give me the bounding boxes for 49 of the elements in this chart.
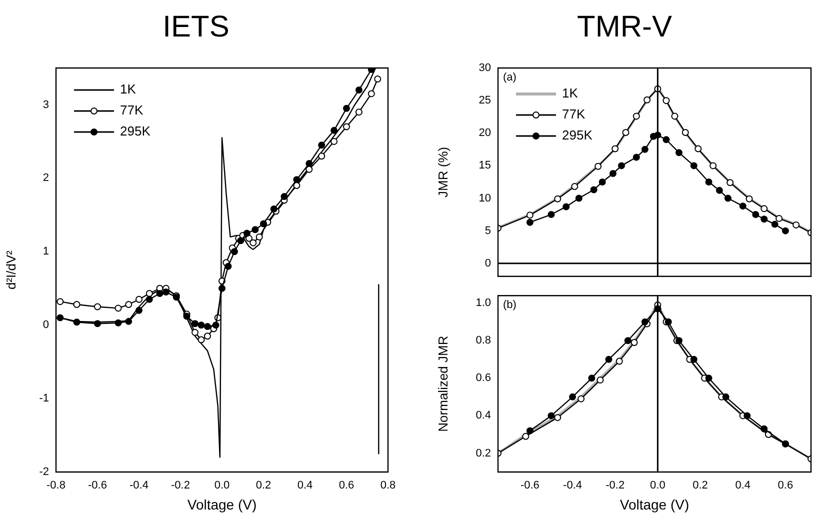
y-tick-label: 0 (484, 257, 491, 270)
x-tick-label: 0.8 (380, 480, 396, 492)
x-tick-label: 0.4 (297, 480, 313, 492)
y-tick-label: 20 (478, 127, 491, 140)
x-tick-label: 0.0 (650, 480, 666, 492)
legend-label: 77K (120, 102, 144, 118)
legend-label: 77K (562, 106, 586, 122)
x-tick-label: 0.0 (214, 480, 230, 492)
y-tick-label: 5 (484, 224, 491, 237)
x-tick-label: 0.6 (778, 480, 794, 492)
chart-title: TMR-V (577, 10, 672, 44)
y-tick-label: 0.6 (476, 372, 491, 384)
x-tick-label: -0.2 (606, 480, 625, 492)
y-tick-label: 0 (42, 319, 49, 332)
x-tick-label: 0.2 (692, 480, 708, 492)
y-tick-label: 10 (478, 192, 491, 204)
x-tick-label: 0.4 (735, 480, 751, 492)
x-axis-title: Voltage (V) (620, 496, 690, 512)
y-tick-label: 2 (42, 172, 49, 184)
y-tick-label: 15 (478, 160, 491, 172)
y-tick-label: -2 (39, 466, 49, 478)
x-tick-label: -0.6 (520, 480, 540, 492)
y-tick-label: 1.0 (476, 297, 491, 310)
y-tick-label: 1 (42, 246, 49, 258)
x-axis-title: Voltage (V) (187, 496, 257, 512)
y-tick-label: 0.4 (476, 410, 491, 422)
x-tick-label: -0.4 (563, 480, 582, 492)
y-tick-label: 0.8 (476, 334, 491, 347)
y-tick-label: 30 (478, 62, 491, 74)
annotation: (b) (503, 299, 516, 312)
y-tick-label: 3 (42, 98, 49, 111)
x-tick-label: -0.6 (88, 480, 107, 492)
x-tick-label: 0.2 (256, 480, 272, 492)
y-axis-title: Normalized JMR (435, 336, 450, 432)
annotation: (a) (503, 72, 516, 84)
legend-label: 295K (120, 124, 151, 139)
y-axis-title: d²I/dV² (3, 250, 18, 290)
legend-label: 1K (120, 82, 136, 97)
y-tick-label: 25 (478, 94, 491, 107)
y-tick-label: -1 (39, 392, 49, 405)
x-tick-label: -0.4 (130, 480, 148, 492)
x-tick-label: -0.2 (171, 480, 190, 492)
y-axis-title: JMR (%) (435, 146, 450, 198)
legend-label: 295K (562, 128, 593, 143)
x-tick-label: 0.6 (338, 480, 354, 492)
y-tick-label: 0.2 (476, 447, 491, 460)
x-tick-label: -0.8 (46, 480, 66, 492)
legend-label: 1K (562, 86, 578, 101)
chart-title: IETS (162, 10, 230, 44)
